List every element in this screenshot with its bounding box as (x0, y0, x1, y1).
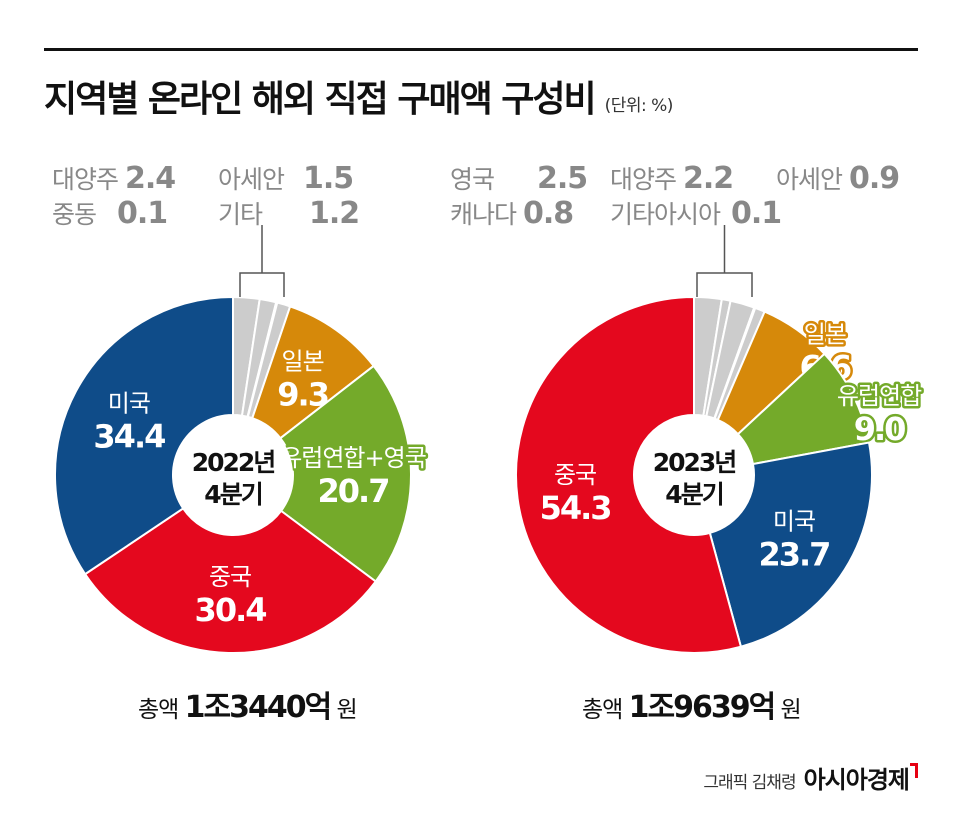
slice-label: 미국 (773, 508, 815, 536)
minor-legend-item: 기타 1.2 (218, 196, 360, 231)
slice-label: 유럽연합+영국 (280, 444, 426, 472)
minor-slices-bracket (239, 225, 285, 297)
total-2022: 총액 1조3440억 원 (138, 690, 358, 725)
slice-value: 23.7 (758, 536, 829, 574)
pie-center (173, 415, 293, 535)
minor-slices-bracket (696, 225, 753, 297)
slice-value: 20.7 (318, 472, 389, 510)
minor-legend-item: 대양주 2.2 (610, 161, 734, 196)
credit: 그래픽 김채령 아시아경제 (703, 760, 918, 795)
total-2023: 총액 1조9639억 원 (582, 690, 802, 725)
minor-legend-item: 아세안 0.9 (776, 161, 900, 196)
minor-legend-item: 아세안 1.5 (218, 161, 354, 196)
slice-label: 중국 (554, 461, 596, 489)
slice-label: 중국 (209, 563, 251, 591)
center-label-quarter: 4분기 (204, 480, 261, 509)
slice-value: 30.4 (195, 591, 267, 629)
slice-label: 일본 (804, 321, 846, 349)
brand-logo: 아시아경제 (803, 766, 910, 794)
chart-title: 지역별 온라인 해외 직접 구매액 구성비 (44, 79, 597, 120)
minor-legend-item: 중동 0.1 (52, 196, 168, 231)
minor-legend-item: 캐나다 0.8 (450, 196, 574, 231)
slice-value: 54.3 (540, 489, 611, 527)
slice-label: 미국 (108, 389, 150, 417)
brand-mark-icon (910, 763, 918, 778)
unit-label: (단위: %) (604, 96, 674, 116)
pie-center (634, 415, 754, 535)
center-label-year: 2022년 (192, 448, 275, 477)
center-label-year: 2023년 (653, 448, 736, 477)
slice-value: 34.4 (93, 417, 165, 455)
minor-legend-item: 영국 2.5 (450, 161, 588, 196)
minor-legend-item: 기타아시아 0.1 (610, 196, 782, 231)
slice-label: 유럽연합 (837, 382, 922, 410)
top-rule (44, 48, 918, 51)
center-label-quarter: 4분기 (665, 480, 722, 509)
slice-value: 9.0 (854, 410, 905, 448)
title-row: 지역별 온라인 해외 직접 구매액 구성비 (단위: %) (44, 70, 673, 122)
slice-label: 일본 (282, 347, 324, 375)
minor-legend-item: 대양주 2.4 (52, 161, 176, 196)
